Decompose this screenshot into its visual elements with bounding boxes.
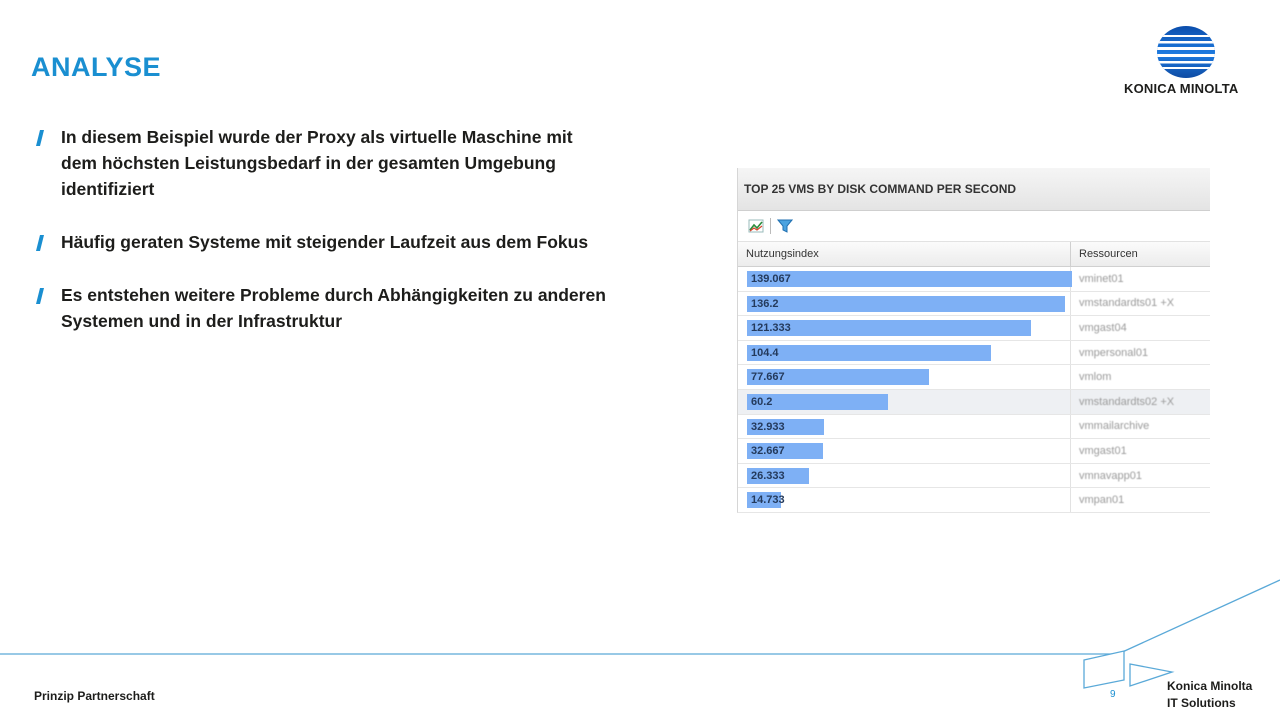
footer-tagline: Prinzip Partnerschaft	[34, 689, 155, 703]
toolbar-divider	[770, 218, 771, 234]
usage-value: 136.2	[751, 297, 779, 310]
table-row[interactable]: 121.333 vmgast04	[738, 316, 1210, 341]
panel-toolbar	[738, 211, 1210, 242]
usage-cell: 139.067	[738, 267, 1072, 291]
bullet-marker-icon	[36, 130, 44, 146]
bullet-text: Es entstehen weitere Probleme durch Abhä…	[61, 285, 606, 331]
usage-value: 14.733	[751, 494, 785, 507]
bullet-marker-icon	[36, 288, 44, 304]
usage-cell: 60.2	[738, 389, 1071, 414]
table-row[interactable]: 32.667 vmgast01	[738, 439, 1210, 464]
footer-company: Konica Minolta IT Solutions	[1167, 678, 1252, 712]
table-row[interactable]: 26.333 vmnavapp01	[738, 463, 1210, 489]
usage-cell: 104.4	[738, 340, 1071, 365]
usage-value: 77.667	[751, 371, 785, 384]
usage-bar	[747, 295, 1065, 312]
page-number: 9	[1110, 689, 1116, 700]
table-row[interactable]: 139.067 vminet01	[738, 267, 1210, 292]
vm-disk-panel: TOP 25 VMS BY DISK COMMAND PER SECOND Nu…	[737, 168, 1210, 513]
resource-cell: vmnavapp01	[1079, 469, 1142, 482]
usage-bar	[747, 271, 1072, 287]
bullet-item: Es entstehen weitere Probleme durch Abhä…	[36, 282, 606, 334]
resource-cell: vmgast01	[1079, 444, 1127, 457]
bullet-list: In diesem Beispiel wurde der Proxy als v…	[36, 124, 606, 361]
konica-minolta-logo	[1157, 26, 1215, 78]
company-name: Konica Minolta	[1167, 679, 1253, 693]
resource-cell: vmpan01	[1079, 494, 1125, 507]
resource-cell: vmstandardts02 +X	[1079, 395, 1175, 408]
usage-value: 32.667	[751, 445, 785, 458]
resource-cell: vmmailarchive	[1079, 420, 1150, 433]
usage-value: 26.333	[751, 469, 785, 482]
resource-cell: vmpersonal01	[1079, 346, 1149, 359]
table-row[interactable]: 60.2 vmstandardts02 +X	[738, 389, 1210, 415]
table-header: Nutzungsindex Ressourcen	[738, 242, 1210, 267]
usage-value: 104.4	[751, 346, 779, 359]
bullet-text: In diesem Beispiel wurde der Proxy als v…	[61, 127, 573, 199]
panel-title: TOP 25 VMS BY DISK COMMAND PER SECOND	[738, 168, 1210, 211]
slide-title: ANALYSE	[31, 52, 162, 82]
usage-bar	[747, 443, 823, 460]
usage-cell: 32.933	[738, 414, 1071, 439]
company-unit: IT Solutions	[1167, 696, 1236, 710]
usage-bar	[747, 467, 809, 484]
usage-bar	[747, 344, 991, 361]
filter-icon[interactable]	[777, 218, 793, 234]
resource-cell: vmlom	[1079, 371, 1112, 384]
footer-decoration-lines	[0, 579, 1280, 689]
bullet-marker-icon	[36, 235, 44, 251]
usage-bar	[747, 369, 929, 386]
column-header-resources[interactable]: Ressourcen	[1079, 248, 1138, 260]
table-row[interactable]: 104.4 vmpersonal01	[738, 340, 1210, 366]
column-header-usage[interactable]: Nutzungsindex	[738, 242, 1071, 266]
usage-cell: 14.733	[738, 488, 1071, 512]
usage-value: 139.067	[751, 273, 791, 285]
usage-cell: 32.667	[738, 439, 1071, 463]
usage-value: 121.333	[751, 322, 791, 335]
table-row[interactable]: 77.667 vmlom	[738, 365, 1210, 390]
usage-bar	[747, 393, 888, 410]
usage-cell: 121.333	[738, 316, 1071, 340]
usage-bar	[747, 418, 824, 435]
usage-value: 32.933	[751, 420, 785, 433]
usage-cell: 77.667	[738, 365, 1071, 389]
table-row[interactable]: 32.933 vmmailarchive	[738, 414, 1210, 440]
resource-cell: vmstandardts01 +X	[1079, 297, 1175, 310]
chart-icon[interactable]	[748, 218, 764, 234]
resource-cell: vmgast04	[1079, 321, 1127, 334]
bullet-item: Häufig geraten Systeme mit steigender La…	[36, 229, 606, 255]
usage-value: 60.2	[751, 395, 773, 408]
bullet-text: Häufig geraten Systeme mit steigender La…	[61, 232, 589, 252]
table-row[interactable]: 14.733 vmpan01	[738, 488, 1210, 512]
resource-cell: vminet01	[1079, 272, 1124, 285]
table-row[interactable]: 136.2 vmstandardts01 +X	[738, 291, 1210, 317]
usage-bar	[747, 492, 781, 509]
usage-cell: 136.2	[738, 291, 1071, 316]
table-body: 139.067 vminet01 136.2 vmstandardts01 +X 121…	[738, 267, 1210, 512]
usage-cell: 26.333	[738, 463, 1071, 488]
logo-text: KONICA MINOLTA	[1124, 81, 1239, 96]
usage-bar	[747, 320, 1031, 337]
bullet-item: In diesem Beispiel wurde der Proxy als v…	[36, 124, 606, 202]
